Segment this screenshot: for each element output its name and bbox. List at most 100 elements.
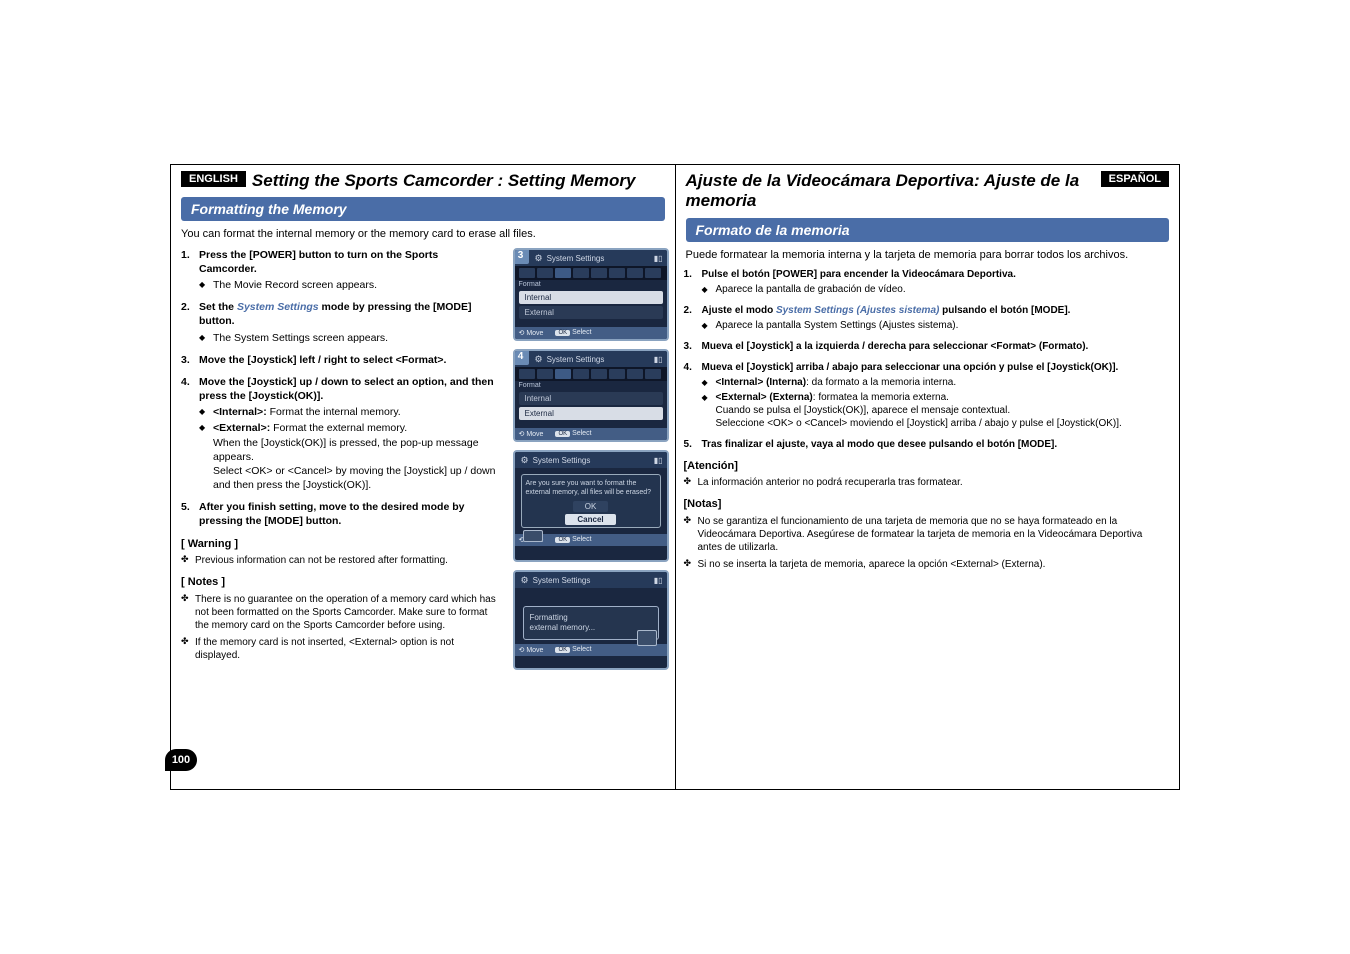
battery-icon: ▮▯ xyxy=(654,576,663,585)
gear-icon: ⚙ xyxy=(535,354,543,365)
screenshot-3-tabs xyxy=(515,266,667,280)
screenshot-popup-title: System Settings xyxy=(533,456,650,465)
step-4-es-sub1-b: <Internal> (Interna) xyxy=(716,377,807,388)
spanish-steps: Pulse el botón [POWER] para encender la … xyxy=(676,268,1180,789)
spanish-section-bar: Formato de la memoria xyxy=(686,218,1170,242)
note-2-es: Si no se inserta la tarjeta de memoria, … xyxy=(684,558,1170,571)
step-4-sub1-b: <Internal>: xyxy=(213,406,267,418)
note-1-en: There is no guarantee on the operation o… xyxy=(181,593,499,632)
step-3-es: Mueva el [Joystick] a la izquierda / der… xyxy=(684,340,1170,353)
battery-icon: ▮▯ xyxy=(654,254,663,263)
formatting-line2: external memory... xyxy=(530,623,652,633)
step-4-es-sub2-b: <External> (Externa) xyxy=(716,392,813,403)
step-4-sub2: <External>: Format the external memory. … xyxy=(199,421,499,492)
page-number: 100 xyxy=(165,749,197,771)
sd-card-icon xyxy=(637,630,657,646)
screenshot-4-item-internal: Internal xyxy=(519,392,663,405)
step-4-sub2-b: <External>: xyxy=(213,422,270,434)
move-hint: ⟲ Move xyxy=(519,430,544,438)
gear-icon: ⚙ xyxy=(535,253,543,264)
step-4-title: Move the [Joystick] up / down to select … xyxy=(199,375,499,403)
step-4-es-sub1-t: : da formato a la memoria interna. xyxy=(806,377,956,388)
spanish-intro: Puede formatear la memoria interna y la … xyxy=(676,248,1180,268)
step-4-es: Mueva el [Joystick] arriba / abajo para … xyxy=(684,361,1170,430)
screenshot-formatting-title: System Settings xyxy=(533,576,650,585)
english-steps: Press the [POWER] button to turn on the … xyxy=(171,248,507,789)
step-4-sub1-t: Format the internal memory. xyxy=(267,406,401,418)
manual-page: ENGLISH Setting the Sports Camcorder : S… xyxy=(170,164,1180,790)
spanish-title-row: Ajuste de la Videocámara Deportiva: Ajus… xyxy=(676,165,1180,214)
screenshot-3-item-external: External xyxy=(519,306,663,319)
tab-icon xyxy=(537,268,553,278)
step-1-es-title: Pulse el botón [POWER] para encender la … xyxy=(702,268,1170,281)
tab-icon xyxy=(645,268,661,278)
move-hint: ⟲ Move xyxy=(519,646,544,654)
tab-icon xyxy=(573,369,589,379)
gear-icon: ⚙ xyxy=(521,455,529,466)
notes-head-es: [Notas] xyxy=(684,497,1170,511)
note-1-es: No se garantiza el funcionamiento de una… xyxy=(684,515,1170,554)
tab-icon xyxy=(519,369,535,379)
select-hint: OK Select xyxy=(555,329,591,337)
screenshot-4-tabs xyxy=(515,367,667,381)
step-4-es-title: Mueva el [Joystick] arriba / abajo para … xyxy=(702,361,1170,374)
tab-icon xyxy=(537,369,553,379)
english-section-bar: Formatting the Memory xyxy=(181,197,665,221)
step-2-es-sys: System Settings (Ajustes sistema) xyxy=(776,305,939,316)
english-column: ENGLISH Setting the Sports Camcorder : S… xyxy=(171,165,676,789)
tab-icon xyxy=(555,268,571,278)
step-4-es-extra1: Cuando se pulsa el [Joystick(OK)], apare… xyxy=(716,404,1170,417)
spanish-title: Ajuste de la Videocámara Deportiva: Ajus… xyxy=(686,171,1095,212)
tab-icon xyxy=(519,268,535,278)
step-1-es: Pulse el botón [POWER] para encender la … xyxy=(684,268,1170,296)
step-1: Press the [POWER] button to turn on the … xyxy=(181,248,499,293)
select-hint: OK Select xyxy=(555,430,591,438)
tab-icon xyxy=(591,268,607,278)
step-4: Move the [Joystick] up / down to select … xyxy=(181,375,499,492)
screenshot-4-item-external: External xyxy=(519,407,663,420)
spanish-badge: ESPAÑOL xyxy=(1101,171,1169,187)
screenshot-4-num: 4 xyxy=(513,349,529,365)
tab-icon xyxy=(555,369,571,379)
step-2-es-sub: Aparece la pantalla System Settings (Aju… xyxy=(702,319,1170,332)
step-4-sub1: <Internal>: Format the internal memory. xyxy=(199,405,499,419)
tab-icon xyxy=(609,369,625,379)
tab-icon xyxy=(645,369,661,379)
step-2-pre: Set the xyxy=(199,301,237,313)
step-3: Move the [Joystick] left / right to sele… xyxy=(181,353,499,367)
move-hint: ⟲ Move xyxy=(519,329,544,337)
step-5: After you finish setting, move to the de… xyxy=(181,500,499,528)
step-3-es-title: Mueva el [Joystick] a la izquierda / der… xyxy=(702,340,1170,353)
english-intro: You can format the internal memory or th… xyxy=(171,227,675,247)
gear-icon: ⚙ xyxy=(521,575,529,586)
battery-icon: ▮▯ xyxy=(654,355,663,364)
step-5-title: After you finish setting, move to the de… xyxy=(199,500,499,528)
step-4-es-extra2: Seleccione <OK> o <Cancel> moviendo el [… xyxy=(716,417,1170,430)
select-hint: OK Select xyxy=(555,646,591,654)
step-2-es: Ajuste el modo System Settings (Ajustes … xyxy=(684,304,1170,332)
tab-icon xyxy=(627,369,643,379)
spanish-column: Ajuste de la Videocámara Deportiva: Ajus… xyxy=(676,165,1180,789)
warning-head-en: [ Warning ] xyxy=(181,537,499,552)
msv-icon xyxy=(523,530,543,542)
step-4-extra1: When the [Joystick(OK)] is pressed, the … xyxy=(213,436,499,464)
english-title-row: ENGLISH Setting the Sports Camcorder : S… xyxy=(171,165,675,193)
step-4-es-sub2: <External> (Externa): formatea la memori… xyxy=(702,391,1170,430)
step-5-es-title: Tras finalizar el ajuste, vaya al modo q… xyxy=(702,438,1170,451)
note-2-en: If the memory card is not inserted, <Ext… xyxy=(181,636,499,662)
screenshot-3-tablabel: Format xyxy=(515,280,667,289)
cancel-button: Cancel xyxy=(565,514,615,525)
confirm-text: Are you sure you want to format the exte… xyxy=(526,479,656,497)
step-4-es-sub2-t: : formatea la memoria externa. xyxy=(813,392,949,403)
step-4-extra2: Select <OK> or <Cancel> by moving the [J… xyxy=(213,464,499,492)
screenshot-popup: ⚙ System Settings ▮▯ Are you sure you wa… xyxy=(513,450,669,562)
screenshot-3-item-internal: Internal xyxy=(519,291,663,304)
english-badge: ENGLISH xyxy=(181,171,246,187)
step-1-sub: The Movie Record screen appears. xyxy=(199,278,499,292)
screenshot-4-title: System Settings xyxy=(547,355,650,364)
confirm-popup: Are you sure you want to format the exte… xyxy=(521,474,661,528)
screenshot-3-num: 3 xyxy=(513,248,529,264)
step-3-title: Move the [Joystick] left / right to sele… xyxy=(199,353,499,367)
step-5-es: Tras finalizar el ajuste, vaya al modo q… xyxy=(684,438,1170,451)
screenshot-4-tablabel: Format xyxy=(515,381,667,390)
